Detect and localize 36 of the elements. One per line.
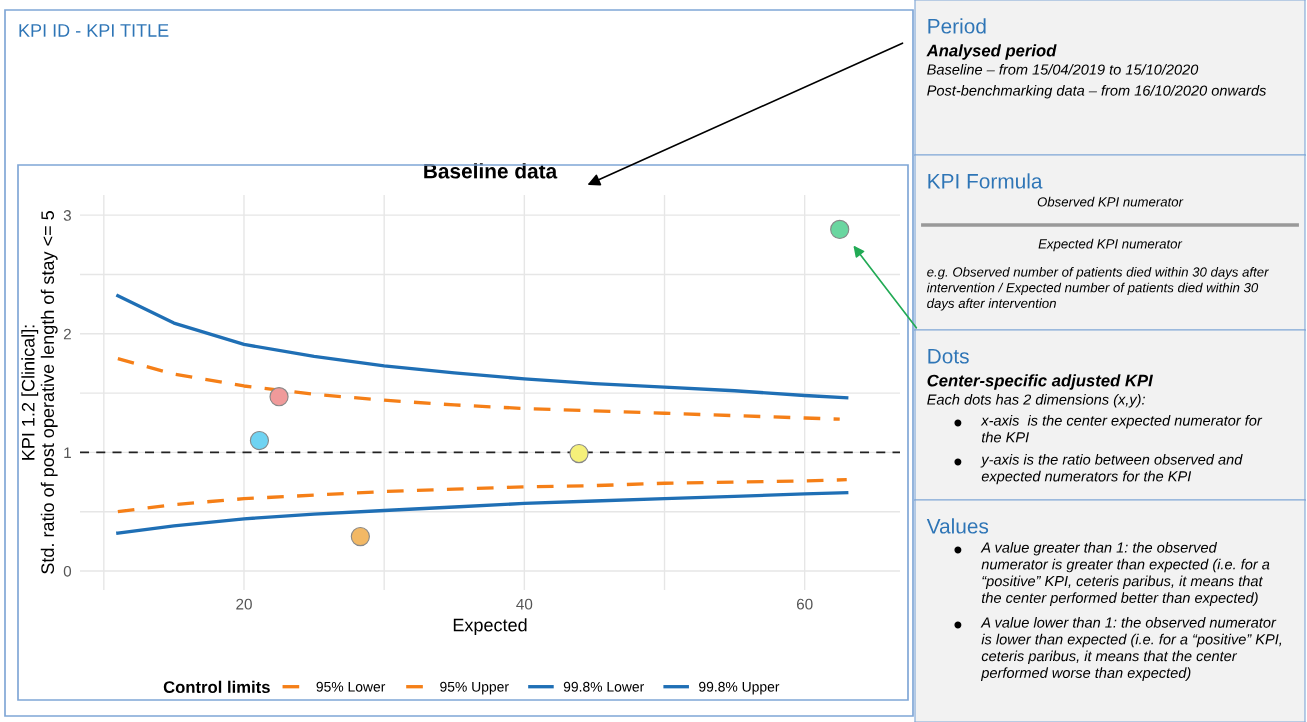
x-tick-label: 40 — [516, 598, 533, 610]
text: x-axis is the center expected numerator for the KPI — [980, 415, 1263, 443]
line-series — [116, 357, 842, 421]
text: A value greater than 1: the observed numerator is greater than expected (i.e. for a “positive” KPI, ceteris paribus, it means that the center performed better than expected) — [980, 542, 1270, 606]
legend-label: 99.8% Lower — [563, 681, 645, 692]
text: Center-specific adjusted KPI — [927, 374, 1153, 390]
text: KPI ID - KPI TITLE — [19, 24, 169, 37]
x-tick-label: 20 — [236, 598, 252, 610]
x-tick-label: 60 — [796, 598, 813, 610]
legend-title: Control limits — [163, 680, 270, 693]
text: Each dots has 2 dimensions (x,y): — [927, 394, 1145, 408]
text: Dots — [928, 349, 969, 364]
line-series — [116, 294, 849, 400]
y-tick-label: 3 — [63, 210, 71, 221]
line-series — [116, 478, 849, 514]
text: Expected KPI numerator — [1038, 238, 1183, 252]
y-tick-label: 1 — [64, 447, 71, 458]
text: Post-benchmarking data – from 16/10/2020 onwards — [927, 85, 1267, 99]
text: y-axis is the ratio between observed and expected numerators for the KPI — [980, 454, 1243, 485]
text: Observed KPI numerator — [1037, 196, 1184, 207]
text: Values — [926, 518, 989, 534]
legend-label: 95% Lower — [316, 681, 386, 692]
text: Baseline – from 15/04/2019 to 15/10/2020 — [927, 64, 1199, 75]
text: Analysed period — [926, 44, 1057, 60]
chart-title: Baseline data — [424, 163, 558, 179]
x-axis-title: Expected — [453, 618, 527, 635]
line-series — [116, 491, 849, 535]
y-axis-title: KPI 1.2 [Clinical]: Std. ratio of post operative length of stay <= 5 — [21, 211, 58, 574]
y-tick-label: 0 — [63, 565, 72, 577]
y-tick-label: 2 — [63, 328, 71, 340]
text: A value lower than 1: the observed numerator is lower than expected (i.e. for a “positive” KPI, ceteris paribus, it means that the center performed worse than expected) — [980, 617, 1282, 681]
legend-label: 99.8% Upper — [699, 681, 780, 695]
legend-label: 95% Upper — [440, 681, 509, 695]
text: Period — [928, 18, 986, 34]
text: e.g. Observed number of patients died within 30 days after intervention / Expected number of patients died within 30 days after intervention — [926, 267, 1269, 311]
text: KPI Formula — [928, 173, 1043, 189]
